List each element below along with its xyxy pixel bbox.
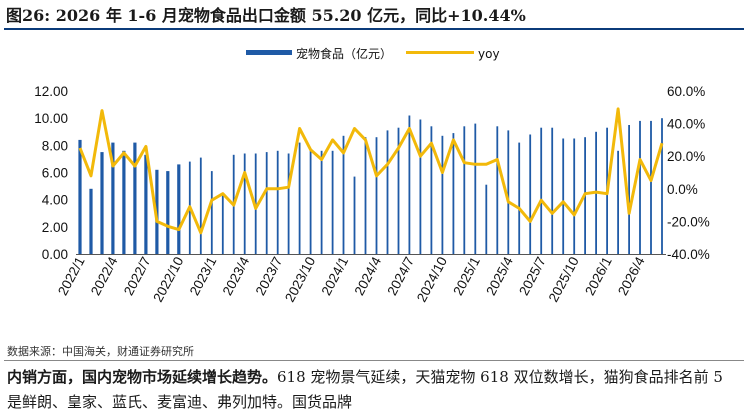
x-tick-label: 2026/1 — [582, 254, 615, 298]
y-left-tick-label: 8.00 — [42, 138, 68, 153]
x-tick-label: 2024/7 — [384, 254, 417, 298]
y-left-tick-label: 10.00 — [34, 111, 68, 126]
bar — [199, 157, 202, 254]
bar — [78, 139, 82, 254]
bar — [573, 138, 576, 254]
bar — [430, 126, 433, 254]
bar — [298, 142, 301, 254]
bar — [100, 152, 104, 254]
bar — [89, 188, 93, 254]
bar — [122, 150, 126, 254]
x-tick-label: 2022/7 — [121, 254, 154, 298]
bar — [496, 126, 499, 254]
x-tick-label: 2023/7 — [253, 254, 286, 298]
combo-chart: 宠物食品（亿元） yoy 0.00 2.00 4.00 6.00 8.00 10.00 12… — [34, 46, 710, 305]
bar — [639, 120, 641, 255]
bar — [540, 127, 543, 254]
y-right-tick-label: 20.0% — [667, 149, 705, 164]
x-tick-label: 2024/1 — [319, 254, 352, 298]
x-tick-label: 2022/10 — [150, 254, 186, 304]
y-right-tick-label: 0.0% — [667, 182, 698, 197]
bar — [210, 171, 213, 254]
bar — [353, 176, 356, 254]
bar — [650, 120, 652, 255]
x-tick-label: 2024/10 — [414, 254, 450, 304]
bar — [320, 150, 323, 254]
title-divider — [4, 28, 744, 30]
y-left-tick-label: 6.00 — [42, 166, 68, 181]
y-right-tick-label: -20.0% — [667, 214, 710, 229]
bar — [133, 142, 137, 254]
x-tick-label: 2023/10 — [282, 254, 318, 304]
bar — [397, 127, 400, 254]
bar — [111, 142, 115, 254]
paragraph-lead: 内销方面，国内宠物市场延续增长趋势。 — [7, 368, 278, 386]
y-right-tick-label: -40.0% — [667, 247, 710, 262]
bar — [529, 134, 532, 254]
source-divider — [4, 360, 744, 361]
x-tick-label: 2023/1 — [187, 254, 220, 298]
y-left-tick-label: 12.00 — [34, 84, 68, 99]
y-left-tick-label: 4.00 — [42, 193, 68, 208]
x-tick-label: 2023/4 — [220, 254, 253, 298]
y-right-tick-label: 60.0% — [667, 84, 705, 99]
bar — [166, 171, 170, 254]
bar — [177, 164, 181, 254]
bar — [485, 184, 488, 254]
y-right-tick-label: 40.0% — [667, 117, 705, 132]
bar — [419, 119, 422, 254]
x-tick-label: 2025/1 — [450, 254, 483, 298]
legend-bar-label: 宠物食品（亿元） — [296, 46, 392, 61]
legend-bar-swatch — [246, 50, 292, 55]
bar — [287, 153, 290, 254]
bar — [551, 127, 554, 254]
bar — [364, 137, 367, 254]
legend-line-label: yoy — [478, 47, 500, 61]
bar — [243, 153, 246, 254]
y-left-tick-label: 2.00 — [42, 220, 68, 235]
bar — [661, 118, 663, 254]
x-tick-label: 2026/4 — [615, 254, 648, 298]
bar — [562, 138, 565, 254]
paragraph-body: 618 宠物景气延续，天猫宠物 618 双位数增长，猫狗食品排名前 5 是鲜朗、… — [7, 368, 723, 411]
bar — [474, 123, 477, 254]
bar — [408, 115, 411, 254]
x-tick-label: 2025/4 — [483, 254, 516, 298]
bar — [441, 135, 444, 254]
chart-title: 图26: 2026 年 1-6 月宠物食品出口金额 55.20 亿元，同比+10… — [6, 6, 526, 25]
bar — [452, 133, 455, 254]
bar — [386, 130, 389, 254]
bar — [507, 130, 510, 254]
x-tick-label: 2025/10 — [546, 254, 582, 304]
body-paragraph: 内销方面，国内宠物市场延续增长趋势。618 宠物景气延续，天猫宠物 618 双位… — [7, 365, 741, 419]
bar — [342, 135, 345, 254]
bar — [221, 195, 224, 254]
y-left-tick-label: 0.00 — [42, 247, 68, 262]
data-source: 数据来源：中国海关，财通证券研究所 — [7, 345, 194, 358]
bar — [463, 126, 466, 254]
bar — [309, 148, 312, 254]
legend: 宠物食品（亿元） yoy — [246, 46, 500, 61]
x-tick-label: 2022/4 — [88, 254, 121, 298]
bar — [628, 125, 630, 254]
bar — [144, 154, 148, 254]
bar — [617, 150, 619, 254]
bar — [375, 137, 378, 254]
bar — [331, 150, 334, 254]
bar — [276, 150, 279, 254]
bar — [518, 142, 521, 254]
x-tick-label: 2025/7 — [516, 254, 549, 298]
x-tick-label: 2024/4 — [352, 254, 385, 298]
yoy-series-line — [78, 107, 664, 235]
bar — [265, 152, 268, 254]
